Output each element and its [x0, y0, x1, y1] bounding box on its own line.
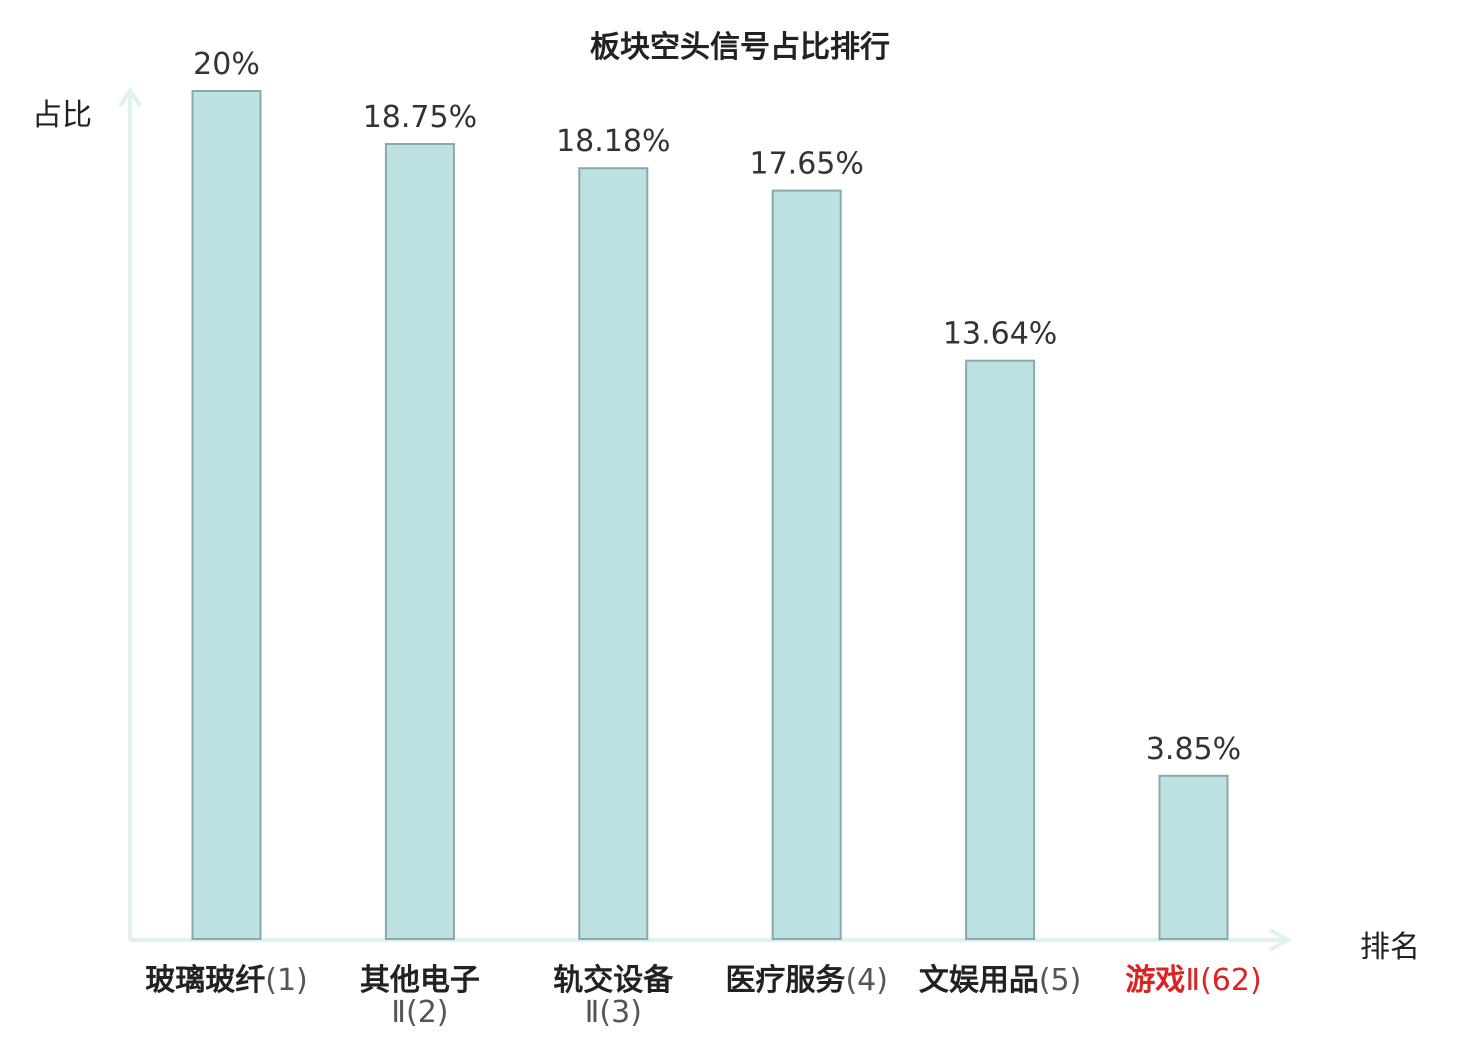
category-rank: Ⅱ(2) — [391, 995, 449, 1030]
bar-4 — [771, 189, 842, 941]
category-name: 文娱用品 — [918, 963, 1039, 998]
category-label-3: 轨交设备 Ⅱ(3) — [503, 965, 723, 1029]
category-rank: Ⅱ(3) — [584, 995, 642, 1030]
category-label-5: 文娱用品(5) — [890, 965, 1110, 997]
category-rank: (5) — [1038, 963, 1082, 998]
category-label-1: 玻璃玻纤(1) — [117, 965, 337, 997]
category-name: 游戏 — [1125, 963, 1186, 998]
chart-title: 板块空头信号占比排行 — [590, 30, 890, 65]
value-label-1: 20% — [193, 47, 260, 82]
category-label-2: 其他电子 Ⅱ(2) — [310, 965, 530, 1029]
category-name: 其他电子 — [359, 963, 480, 998]
bar-2 — [384, 143, 455, 940]
x-axis-arrow — [1269, 928, 1293, 952]
axes — [118, 86, 1293, 952]
category-label-4: 医疗服务(4) — [697, 965, 917, 997]
category-name: 医疗服务 — [725, 963, 846, 998]
y-axis-arrow — [118, 86, 142, 108]
bar-5 — [965, 359, 1036, 940]
category-rank: (1) — [265, 963, 308, 998]
category-name: 玻璃玻纤 — [145, 963, 266, 998]
category-rank: (4) — [845, 963, 888, 998]
value-label-5: 13.64% — [943, 317, 1057, 352]
value-label-6: 3.85% — [1146, 732, 1241, 767]
value-label-2: 18.75% — [363, 100, 477, 135]
value-label-4: 17.65% — [750, 147, 864, 182]
category-label-6: 游戏Ⅱ(62) — [1084, 965, 1304, 997]
bar-6 — [1158, 774, 1229, 940]
bar-1 — [191, 90, 262, 940]
x-axis-label: 排名 — [1360, 930, 1420, 965]
value-label-3: 18.18% — [556, 124, 670, 159]
y-axis-label: 占比 — [32, 98, 92, 133]
bar-3 — [578, 167, 649, 940]
category-rank: Ⅱ(62) — [1185, 963, 1262, 998]
category-name: 轨交设备 — [553, 963, 674, 998]
value-labels: 20% 18.75% 18.18% 17.65% 13.64% 3.85% — [193, 47, 1241, 767]
bars — [191, 90, 1229, 941]
